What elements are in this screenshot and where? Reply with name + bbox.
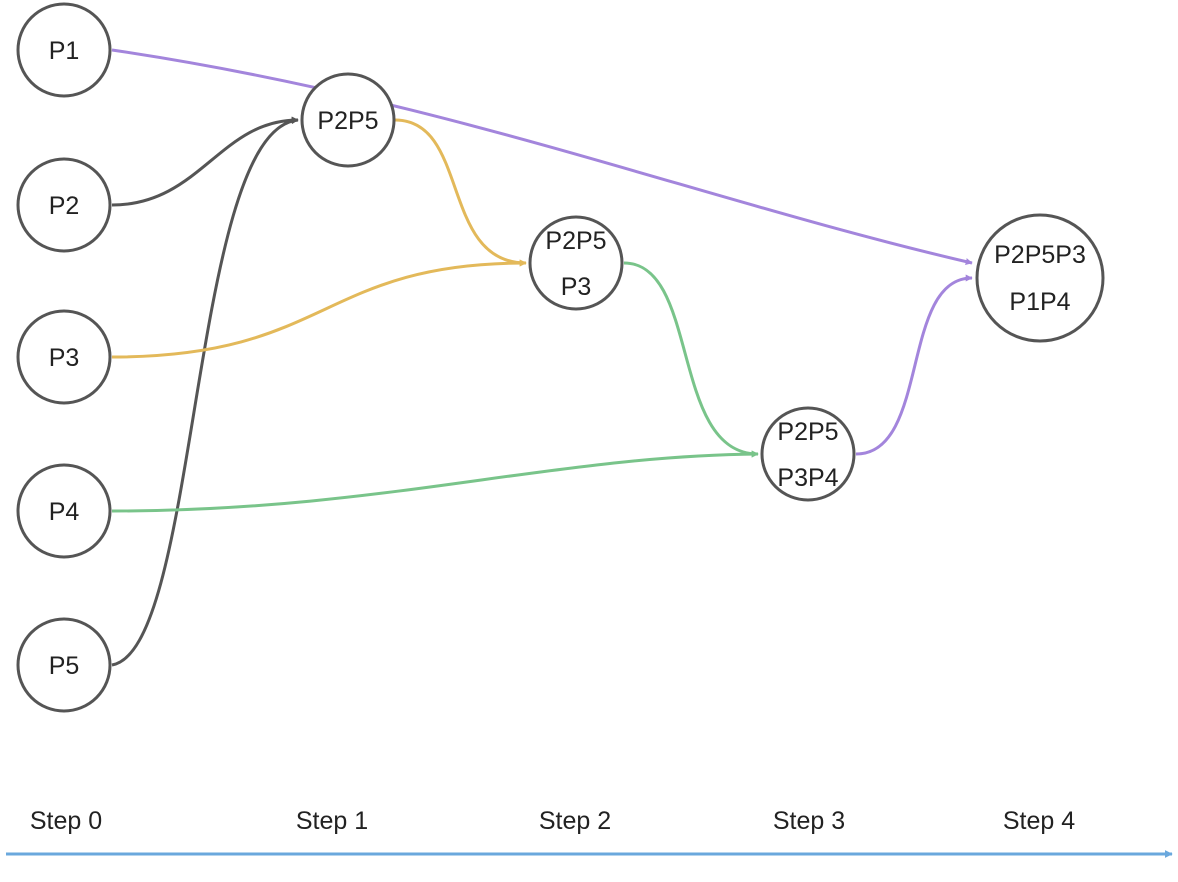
edge-p2p5-p3p4-to-final (855, 274, 973, 456)
node-p5: P5 (16, 617, 112, 713)
node-final-line2: P1P4 (1009, 288, 1070, 316)
step-label-2: Step 2 (539, 807, 611, 835)
edge-p3-to-p2p5-p3 (111, 259, 527, 359)
node-final: P2P5P3 P1P4 (975, 213, 1105, 343)
edge-p1-to-final (111, 48, 973, 265)
node-p2p5-p3-line2: P3 (561, 273, 592, 301)
step-label-1: Step 1 (296, 807, 368, 835)
edge-p5-to-p2p5 (111, 117, 299, 667)
node-p5-label: P5 (49, 652, 80, 680)
node-p2p5-p3p4-line1: P2P5 (777, 418, 838, 446)
node-p3: P3 (16, 309, 112, 405)
step-label-3: Step 3 (773, 807, 845, 835)
node-p3-label: P3 (49, 344, 80, 372)
node-p2p5-p3p4-line2: P3P4 (777, 464, 838, 492)
node-p2p5: P2P5 (300, 72, 396, 168)
edge-p2-to-p2p5 (111, 116, 299, 207)
node-p2p5-p3p4: P2P5 P3P4 (760, 406, 856, 502)
node-p2p5-p3-line1: P2P5 (545, 227, 606, 255)
node-p4-label: P4 (49, 498, 80, 526)
node-p2p5-label: P2P5 (317, 107, 378, 135)
edges (111, 48, 973, 667)
node-p4: P4 (16, 463, 112, 559)
node-p1: P1 (16, 2, 112, 98)
step-labels: Step 0 Step 1 Step 2 Step 3 Step 4 (30, 807, 1075, 835)
node-p2p5-p3: P2P5 P3 (528, 215, 624, 311)
step-label-4: Step 4 (1003, 807, 1075, 835)
node-p2: P2 (16, 157, 112, 253)
node-final-line1: P2P5P3 (994, 241, 1086, 269)
edge-p2p5-to-p2p5-p3 (394, 118, 527, 267)
edge-p2p5-p3-to-p2p5-p3p4 (623, 261, 759, 458)
edge-p4-to-p2p5-p3p4 (111, 450, 759, 513)
node-p2-label: P2 (49, 192, 80, 220)
step-label-0: Step 0 (30, 807, 102, 835)
node-p1-label: P1 (49, 37, 80, 65)
